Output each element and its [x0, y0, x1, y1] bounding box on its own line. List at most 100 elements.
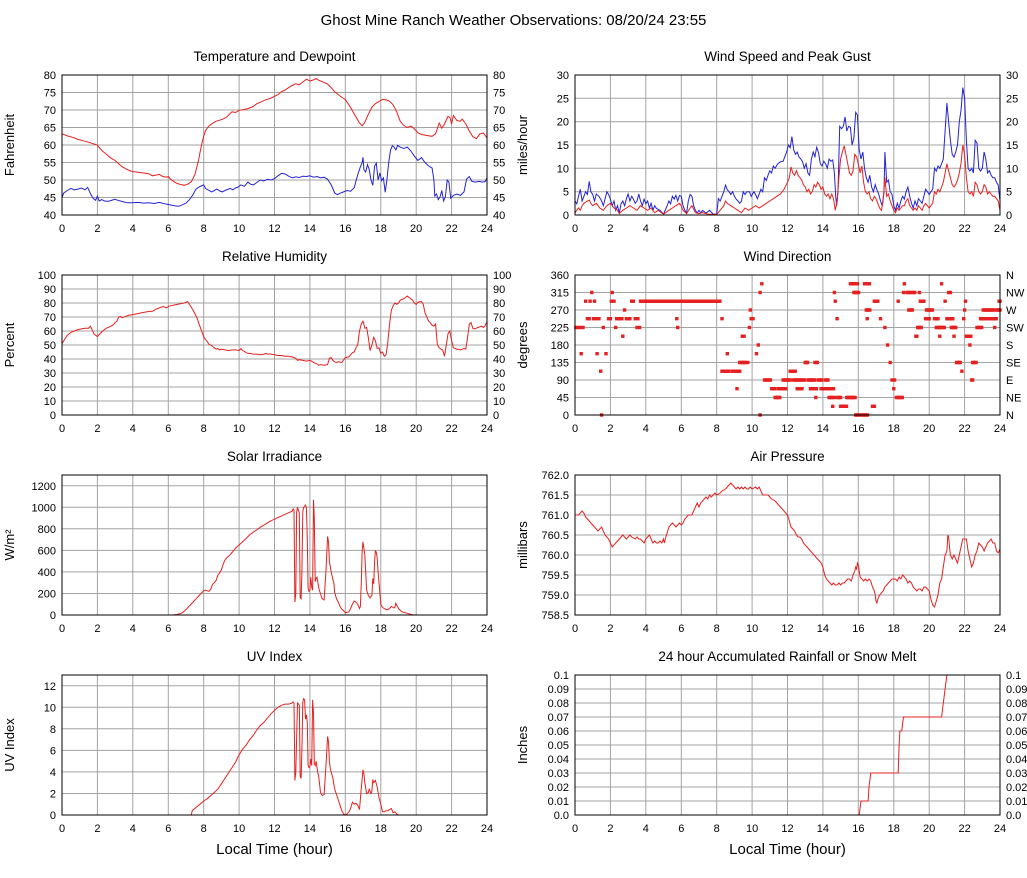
- svg-text:22: 22: [958, 423, 970, 435]
- svg-text:20: 20: [410, 423, 422, 435]
- svg-text:16: 16: [852, 223, 864, 235]
- svg-text:6: 6: [165, 623, 171, 635]
- svg-text:0.0: 0.0: [1006, 810, 1021, 822]
- svg-text:30: 30: [44, 368, 56, 380]
- chart-title: Solar Irradiance: [226, 449, 323, 464]
- svg-text:4: 4: [643, 223, 649, 235]
- svg-text:10: 10: [493, 396, 505, 408]
- svg-text:80: 80: [44, 70, 56, 82]
- svg-text:22: 22: [445, 623, 457, 635]
- uv-line: [62, 697, 487, 816]
- chart-temperature-dewpoint: Temperature and Dewpoint 40 40 45 45 50 50 55 5…: [0, 47, 513, 241]
- svg-text:4: 4: [50, 767, 56, 779]
- svg-text:0.06: 0.06: [1006, 726, 1027, 738]
- charts-grid: Temperature and Dewpoint 40 40 45 45 50 50 55 5…: [0, 47, 1027, 861]
- svg-text:70: 70: [44, 105, 56, 117]
- y-axis-label: millibars: [515, 521, 530, 569]
- svg-text:16: 16: [339, 423, 351, 435]
- svg-text:2: 2: [94, 623, 100, 635]
- svg-text:10: 10: [233, 423, 245, 435]
- svg-text:14: 14: [817, 623, 829, 635]
- svg-text:0.04: 0.04: [548, 754, 569, 766]
- svg-text:18: 18: [375, 823, 387, 835]
- svg-text:2: 2: [607, 423, 613, 435]
- svg-text:50: 50: [44, 175, 56, 187]
- svg-text:NW: NW: [1006, 288, 1025, 300]
- svg-text:225: 225: [551, 323, 569, 335]
- page-title: Ghost Mine Ranch Weather Observations: 0…: [320, 12, 707, 29]
- svg-text:0.06: 0.06: [548, 726, 569, 738]
- svg-text:45: 45: [557, 393, 569, 405]
- gridlines: [575, 275, 1000, 415]
- svg-text:8: 8: [201, 223, 207, 235]
- svg-text:12: 12: [781, 623, 793, 635]
- svg-text:40: 40: [493, 354, 505, 366]
- svg-text:50: 50: [44, 340, 56, 352]
- plot-border: [61, 74, 488, 216]
- svg-text:W: W: [1006, 305, 1017, 317]
- gridlines: [575, 475, 1000, 615]
- svg-text:762.0: 762.0: [541, 470, 569, 482]
- svg-text:0: 0: [563, 210, 569, 222]
- svg-text:65: 65: [44, 123, 56, 135]
- svg-text:20: 20: [410, 623, 422, 635]
- svg-text:20: 20: [923, 823, 935, 835]
- svg-text:360: 360: [551, 270, 569, 282]
- svg-text:55: 55: [493, 158, 505, 170]
- svg-text:45: 45: [44, 193, 56, 205]
- svg-text:10: 10: [746, 823, 758, 835]
- svg-text:0: 0: [1006, 210, 1012, 222]
- svg-text:4: 4: [643, 823, 649, 835]
- svg-text:14: 14: [304, 223, 316, 235]
- svg-text:24: 24: [994, 423, 1006, 435]
- pressure-line: [575, 482, 1001, 608]
- axis-tick-labels: 0.0 0.0 0.01 0.01 0.02 0.02 0.03 0.03 0.04 0.04 0.…: [548, 670, 1027, 835]
- svg-text:24: 24: [994, 623, 1006, 635]
- svg-text:760.5: 760.5: [541, 530, 569, 542]
- svg-text:758.5: 758.5: [541, 610, 569, 622]
- svg-text:0.02: 0.02: [548, 782, 569, 794]
- svg-text:20: 20: [44, 382, 56, 394]
- svg-text:8: 8: [714, 423, 720, 435]
- svg-text:20: 20: [557, 117, 569, 129]
- svg-text:2: 2: [607, 223, 613, 235]
- svg-text:14: 14: [304, 623, 316, 635]
- svg-text:315: 315: [551, 288, 569, 300]
- svg-text:90: 90: [493, 284, 505, 296]
- chart-uv-index: UV Index 0 2 4 6 8 10 12 0 2 4 6 8 10 12 14 16 18 20 22 24 U…: [0, 647, 513, 861]
- plot-border: [574, 674, 1001, 816]
- svg-text:80: 80: [493, 298, 505, 310]
- svg-text:4: 4: [130, 623, 136, 635]
- svg-text:0: 0: [50, 410, 56, 422]
- svg-text:8: 8: [714, 823, 720, 835]
- chart-wind-speed-gust: Wind Speed and Peak Gust 0 0 5 5 10 10 15 15 20 2…: [513, 47, 1027, 241]
- svg-text:18: 18: [888, 223, 900, 235]
- chart-title: 24 hour Accumulated Rainfall or Snow Mel…: [658, 649, 917, 664]
- chart-air-pressure: Air Pressure 758.5 759.0 759.5 760.0 760.5 76…: [513, 447, 1027, 641]
- svg-text:70: 70: [493, 312, 505, 324]
- x-axis-label: Local Time (hour): [729, 841, 846, 858]
- svg-text:24: 24: [994, 223, 1006, 235]
- svg-text:16: 16: [852, 623, 864, 635]
- svg-text:70: 70: [493, 105, 505, 117]
- svg-text:0: 0: [59, 223, 65, 235]
- svg-text:75: 75: [44, 88, 56, 100]
- svg-text:16: 16: [339, 223, 351, 235]
- svg-text:12: 12: [781, 223, 793, 235]
- svg-text:55: 55: [44, 158, 56, 170]
- svg-text:24: 24: [481, 423, 493, 435]
- svg-text:5: 5: [1006, 187, 1012, 199]
- svg-text:80: 80: [44, 298, 56, 310]
- svg-text:12: 12: [268, 823, 280, 835]
- svg-text:60: 60: [493, 140, 505, 152]
- gridlines: [62, 675, 487, 815]
- plot-border: [574, 474, 1001, 616]
- svg-text:0: 0: [563, 410, 569, 422]
